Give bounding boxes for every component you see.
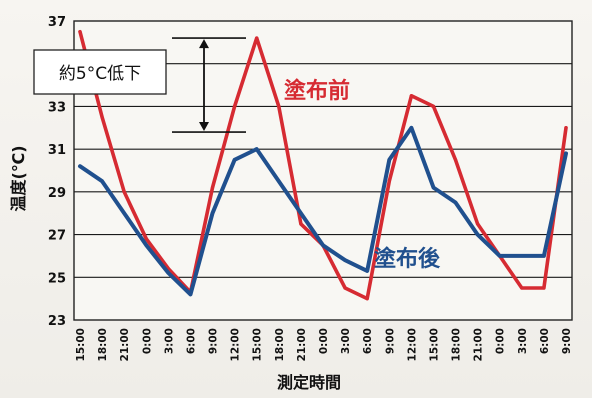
data-point bbox=[387, 179, 391, 183]
data-point bbox=[277, 104, 281, 109]
data-point bbox=[122, 211, 126, 215]
x-tick-label: 6:00 bbox=[539, 328, 551, 354]
data-point bbox=[453, 158, 458, 162]
data-point bbox=[365, 269, 369, 273]
data-point bbox=[100, 179, 104, 183]
data-point bbox=[409, 94, 413, 98]
data-point bbox=[453, 200, 458, 205]
y-tick-label: 25 bbox=[48, 271, 66, 286]
y-tick-label: 29 bbox=[48, 186, 66, 201]
data-point bbox=[476, 222, 480, 226]
x-tick-label: 9:00 bbox=[384, 328, 396, 354]
y-axis-label: 温度(℃) bbox=[9, 145, 28, 212]
y-tick-label: 23 bbox=[48, 314, 66, 329]
x-tick-label: 21:00 bbox=[473, 328, 485, 361]
data-point bbox=[233, 158, 237, 162]
data-point bbox=[542, 286, 546, 290]
data-point bbox=[166, 271, 170, 275]
x-tick-label: 18:00 bbox=[274, 328, 286, 361]
x-tick-label: 18:00 bbox=[97, 328, 109, 361]
data-point bbox=[343, 258, 347, 262]
x-tick-label: 3:00 bbox=[163, 328, 175, 354]
data-point bbox=[498, 254, 502, 258]
data-point bbox=[542, 254, 546, 258]
x-tick-label: 15:00 bbox=[252, 328, 264, 361]
x-tick-label: 3:00 bbox=[517, 328, 529, 354]
x-tick-label: 18:00 bbox=[451, 328, 463, 361]
x-tick-label: 21:00 bbox=[296, 328, 308, 361]
data-point bbox=[564, 151, 568, 156]
x-tick-label: 6:00 bbox=[185, 328, 197, 354]
x-tick-label: 15:00 bbox=[428, 328, 440, 361]
annotation-layer: 約5°C低下 bbox=[33, 37, 246, 133]
data-point bbox=[233, 104, 237, 109]
y-tick-label: 33 bbox=[48, 100, 66, 115]
data-point bbox=[365, 297, 369, 301]
data-point bbox=[564, 126, 568, 130]
series-layer bbox=[78, 29, 568, 301]
x-tick-label: 0:00 bbox=[495, 328, 507, 354]
annotation-text: 約5°C低下 bbox=[59, 64, 141, 84]
annotation-arrow-head-down bbox=[199, 122, 209, 132]
x-tick-label: 3:00 bbox=[340, 328, 352, 354]
data-point bbox=[122, 190, 126, 194]
data-point bbox=[255, 36, 259, 40]
data-point bbox=[210, 211, 215, 215]
data-point bbox=[520, 254, 524, 258]
data-point bbox=[387, 158, 391, 162]
x-tick-label: 0:00 bbox=[318, 328, 330, 354]
series-label-before: 塗布前 bbox=[284, 78, 350, 104]
data-point bbox=[78, 30, 82, 34]
x-tick-label: 15:00 bbox=[75, 328, 87, 361]
data-point bbox=[144, 243, 148, 247]
x-tick-label: 21:00 bbox=[119, 328, 131, 361]
data-point bbox=[299, 211, 303, 215]
x-tick-label: 0:00 bbox=[141, 328, 153, 354]
annotation-box bbox=[33, 49, 167, 95]
series-label-after: 塗布後 bbox=[374, 246, 441, 272]
x-tick-label: 12:00 bbox=[230, 328, 242, 361]
y-tick-label: 27 bbox=[48, 229, 66, 244]
data-point bbox=[520, 286, 524, 290]
data-point bbox=[210, 185, 215, 190]
data-point bbox=[299, 222, 303, 226]
data-point bbox=[277, 179, 281, 183]
annotation-arrow-head-up bbox=[199, 39, 209, 49]
data-point bbox=[78, 164, 82, 168]
data-point bbox=[431, 185, 436, 190]
y-tick-label: 37 bbox=[48, 15, 66, 30]
data-point bbox=[100, 115, 104, 119]
data-point bbox=[409, 126, 413, 130]
x-tick-label: 9:00 bbox=[208, 328, 220, 354]
data-point bbox=[255, 147, 259, 151]
y-tick-label: 31 bbox=[48, 143, 66, 158]
data-point bbox=[144, 237, 148, 241]
x-tick-label: 12:00 bbox=[406, 328, 418, 361]
data-point bbox=[343, 286, 347, 290]
data-point bbox=[476, 232, 480, 237]
x-tick-label: 6:00 bbox=[362, 328, 374, 354]
data-point bbox=[431, 104, 436, 109]
data-point bbox=[188, 292, 193, 296]
x-tick-label: 9:00 bbox=[561, 328, 573, 354]
x-tick-labels: 15:00 18:00 21:00 0:00 3:00 6:00 9:00 12:00 15:0… bbox=[75, 328, 573, 361]
data-point bbox=[321, 243, 325, 247]
x-axis-label: 測定時間 bbox=[277, 373, 341, 392]
